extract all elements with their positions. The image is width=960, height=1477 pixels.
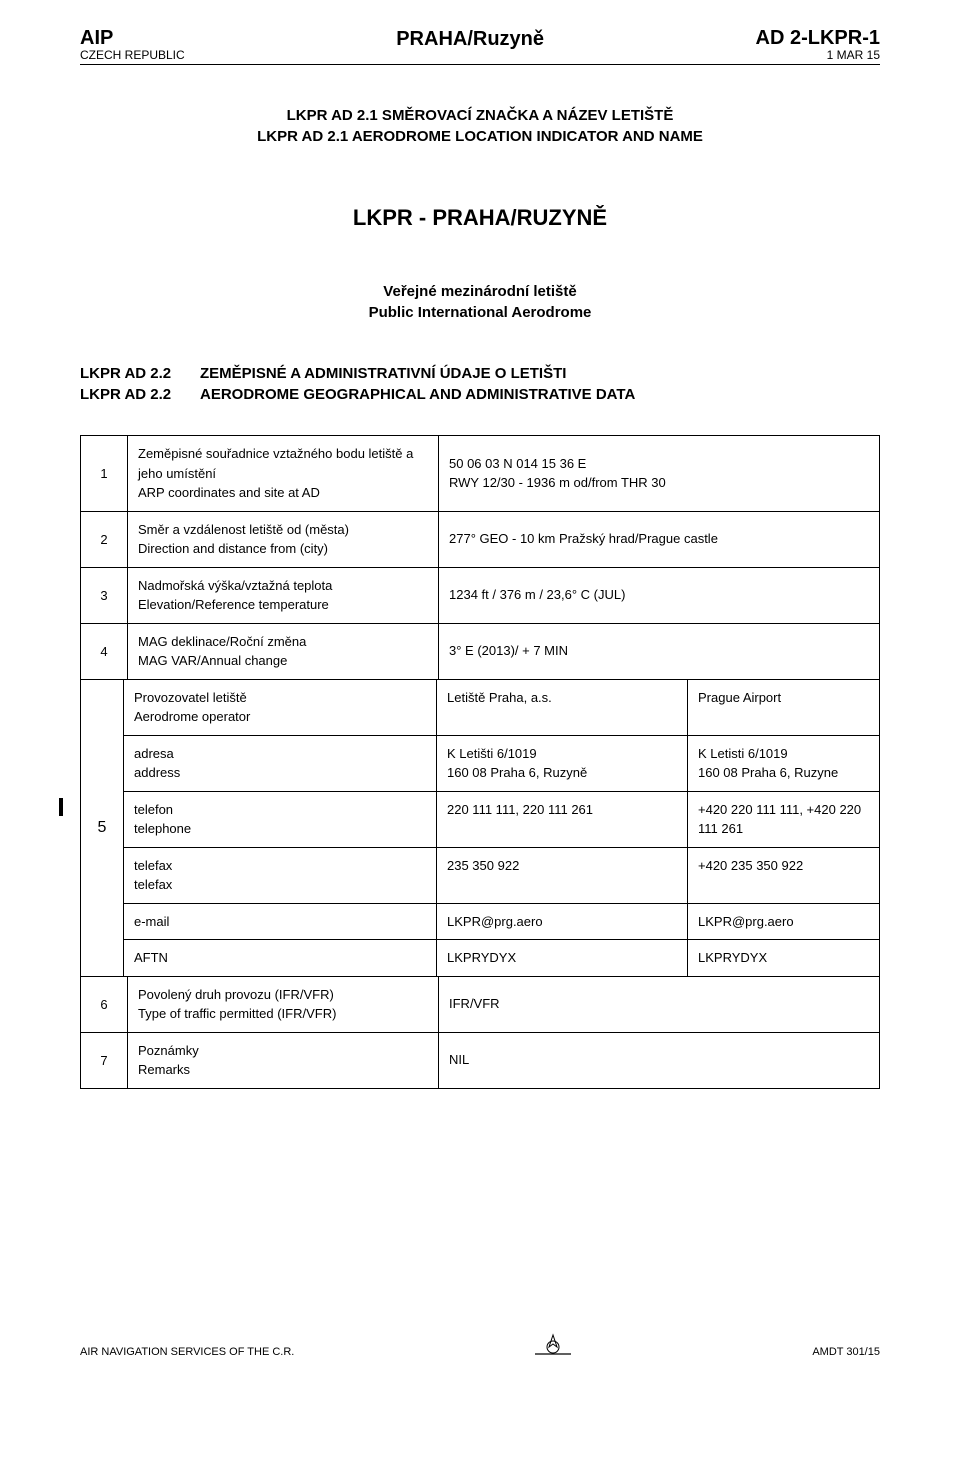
row5-val-en: +420 235 350 922 (688, 847, 880, 903)
section-2-1-cz: LKPR AD 2.1 SMĚROVACÍ ZNAČKA A NÁZEV LET… (80, 105, 880, 126)
table-row: 6Povolený druh provozu (IFR/VFR)Type of … (81, 977, 880, 1033)
sec22-txt1: ZEMĚPISNÉ A ADMINISTRATIVNÍ ÚDAJE O LETI… (200, 363, 566, 384)
aerodrome-type-cz: Veřejné mezinárodní letiště (80, 281, 880, 302)
sec22-txt2: AERODROME GEOGRAPHICAL AND ADMINISTRATIV… (200, 384, 635, 405)
row-val: 3° E (2013)/ + 7 MIN (439, 623, 880, 679)
header-rule (80, 64, 880, 65)
row5-val-en: Prague Airport (688, 680, 880, 736)
doc-code: AD 2-LKPR-1 (756, 28, 880, 48)
page: AIP CZECH REPUBLIC PRAHA/Ruzyně AD 2-LKP… (40, 0, 920, 1380)
aerodrome-type-en: Public International Aerodrome (80, 302, 880, 323)
row-num: 3 (81, 567, 128, 623)
data-table-1-4: 1Zeměpisné souřadnice vztažného bodu let… (80, 435, 880, 680)
table-row: AFTNLKPRYDYXLKPRYDYX (124, 940, 879, 976)
footer-left: AIR NAVIGATION SERVICES OF THE C.R. (80, 1346, 294, 1358)
row-desc: Nadmořská výška/vztažná teplotaElevation… (128, 567, 439, 623)
row5-val-en: LKPRYDYX (688, 940, 880, 976)
row-num: 6 (81, 977, 128, 1033)
row-val: IFR/VFR (439, 977, 880, 1033)
country-label: CZECH REPUBLIC (80, 48, 185, 62)
row5-val-cz: 220 111 111, 220 111 261 (437, 791, 688, 847)
section-2-1-en: LKPR AD 2.1 AERODROME LOCATION INDICATOR… (80, 126, 880, 147)
footer-logo (535, 1333, 571, 1358)
row-num: 2 (81, 511, 128, 567)
section-2-2: LKPR AD 2.2ZEMĚPISNÉ A ADMINISTRATIVNÍ Ú… (80, 363, 880, 405)
section-2-1: LKPR AD 2.1 SMĚROVACÍ ZNAČKA A NÁZEV LET… (80, 105, 880, 147)
data-table-row5: 5 Provozovatel letištěAerodrome operator… (80, 680, 880, 977)
table-row: adresaaddressK Letišti 6/1019160 08 Prah… (124, 735, 879, 791)
sec22-lab1: LKPR AD 2.2 (80, 363, 200, 384)
row-desc: PoznámkyRemarks (128, 1032, 439, 1088)
aip-label: AIP (80, 28, 185, 48)
row-desc: Povolený druh provozu (IFR/VFR)Type of t… (128, 977, 439, 1033)
row5-val-cz: 235 350 922 (437, 847, 688, 903)
header-right: AD 2-LKPR-1 1 MAR 15 (756, 28, 880, 62)
change-bar-icon (59, 798, 63, 816)
table-row: e-mailLKPR@prg.aeroLKPR@prg.aero (124, 903, 879, 940)
row5-val-cz: K Letišti 6/1019160 08 Praha 6, Ruzyně (437, 735, 688, 791)
row5-label: Provozovatel letištěAerodrome operator (124, 680, 437, 736)
data-table-6-7: 6Povolený druh provozu (IFR/VFR)Type of … (80, 977, 880, 1089)
row5-val-en: K Letisti 6/1019160 08 Praha 6, Ruzyne (688, 735, 880, 791)
header-left: AIP CZECH REPUBLIC (80, 28, 185, 62)
table-row: 2Směr a vzdálenost letiště od (města)Dir… (81, 511, 880, 567)
aerodrome-type: Veřejné mezinárodní letiště Public Inter… (80, 281, 880, 323)
page-header: AIP CZECH REPUBLIC PRAHA/Ruzyně AD 2-LKP… (80, 28, 880, 62)
row-val: 1234 ft / 376 m / 23,6° C (JUL) (439, 567, 880, 623)
row5-val-cz: LKPR@prg.aero (437, 903, 688, 940)
row5-label: e-mail (124, 903, 437, 940)
table-row: 7PoznámkyRemarksNIL (81, 1032, 880, 1088)
page-title: PRAHA/Ruzyně (185, 28, 756, 51)
table-row: telefaxtelefax235 350 922+420 235 350 92… (124, 847, 879, 903)
row5-num: 5 (81, 680, 124, 976)
compass-icon (535, 1333, 571, 1355)
row5-val-cz: LKPRYDYX (437, 940, 688, 976)
row-desc: Směr a vzdálenost letiště od (města)Dire… (128, 511, 439, 567)
row-num: 4 (81, 623, 128, 679)
sec22-lab2: LKPR AD 2.2 (80, 384, 200, 405)
row5-label: adresaaddress (124, 735, 437, 791)
table-row: 1Zeměpisné souřadnice vztažného bodu let… (81, 436, 880, 512)
row-desc: MAG deklinace/Roční změnaMAG VAR/Annual … (128, 623, 439, 679)
footer-right: AMDT 301/15 (812, 1346, 880, 1358)
page-footer: AIR NAVIGATION SERVICES OF THE C.R. AMDT… (80, 1333, 880, 1358)
table-row: telefontelephone220 111 111, 220 111 261… (124, 791, 879, 847)
row5-val-cz: Letiště Praha, a.s. (437, 680, 688, 736)
row5-label: AFTN (124, 940, 437, 976)
row5-label: telefontelephone (124, 791, 437, 847)
aerodrome-name: LKPR - PRAHA/RUZYNĚ (80, 205, 880, 231)
row-val: 277° GEO - 10 km Pražský hrad/Prague cas… (439, 511, 880, 567)
row5-label: telefaxtelefax (124, 847, 437, 903)
row-val: 50 06 03 N 014 15 36 ERWY 12/30 - 1936 m… (439, 436, 880, 512)
row5-val-en: +420 220 111 111, +420 220 111 261 (688, 791, 880, 847)
table-row: 4MAG deklinace/Roční změnaMAG VAR/Annual… (81, 623, 880, 679)
row-num: 7 (81, 1032, 128, 1088)
row-val: NIL (439, 1032, 880, 1088)
table-row: 3Nadmořská výška/vztažná teplotaElevatio… (81, 567, 880, 623)
table-row: Provozovatel letištěAerodrome operatorLe… (124, 680, 879, 736)
row-num: 1 (81, 436, 128, 512)
doc-date: 1 MAR 15 (756, 48, 880, 62)
row-desc: Zeměpisné souřadnice vztažného bodu leti… (128, 436, 439, 512)
row5-val-en: LKPR@prg.aero (688, 903, 880, 940)
